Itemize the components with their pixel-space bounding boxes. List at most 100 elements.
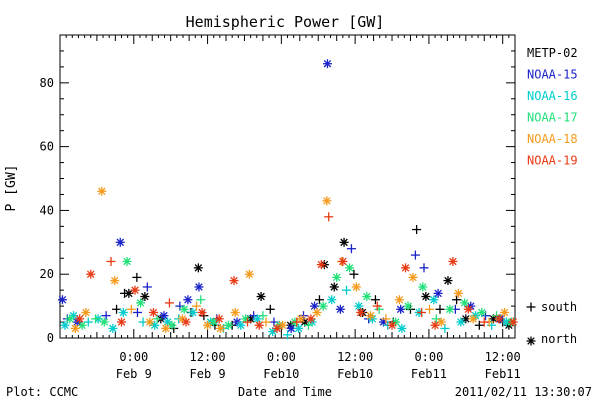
x-tick-date-label: Feb10 bbox=[263, 367, 299, 381]
data-point bbox=[366, 311, 376, 321]
x-tick-time-label: 12:00 bbox=[485, 350, 521, 364]
data-point bbox=[244, 269, 254, 279]
data-point bbox=[474, 320, 484, 330]
footer-timestamp: 2011/02/11 13:30:07 bbox=[455, 385, 592, 399]
data-point bbox=[452, 295, 462, 305]
data-point bbox=[436, 317, 446, 327]
data-point bbox=[401, 263, 411, 273]
x-tick-time-label: 0:00 bbox=[119, 350, 148, 364]
data-point bbox=[294, 323, 304, 333]
data-point bbox=[272, 323, 282, 333]
data-point bbox=[303, 320, 313, 330]
data-point bbox=[500, 307, 510, 317]
data-point bbox=[101, 311, 111, 321]
data-point bbox=[463, 304, 473, 314]
legend-item: NOAA-16 bbox=[527, 89, 578, 103]
data-point bbox=[145, 317, 155, 327]
data-point bbox=[408, 272, 418, 282]
data-point bbox=[443, 276, 453, 286]
data-point bbox=[261, 317, 271, 327]
series-noaa-19 bbox=[75, 212, 518, 333]
legend: METP-02 NOAA-15 NOAA-16 NOAA-17 NOAA-18 NOAA-… bbox=[527, 46, 578, 168]
x-tick-time-label: 0:00 bbox=[267, 350, 296, 364]
data-point bbox=[461, 314, 471, 324]
data-point bbox=[421, 292, 431, 302]
data-point bbox=[286, 323, 296, 333]
data-point bbox=[75, 314, 85, 324]
y-axis-label: P [GW] bbox=[4, 165, 19, 212]
data-point bbox=[97, 186, 107, 196]
x-axis: 0:00 Feb 9 12:00 Feb 9 0:00 Feb10 12:00 Feb10 0:… bbox=[59, 35, 521, 381]
y-tick-label: 80 bbox=[40, 76, 54, 90]
data-point bbox=[372, 301, 382, 311]
data-point bbox=[215, 323, 225, 333]
chart-title: Hemispheric Power [GW] bbox=[186, 13, 385, 31]
data-point bbox=[148, 307, 158, 317]
data-point bbox=[419, 263, 429, 273]
footer-credit: Plot: CCMC bbox=[6, 385, 78, 399]
data-point bbox=[108, 323, 118, 333]
data-point bbox=[412, 225, 422, 235]
data-point bbox=[448, 256, 458, 266]
data-point bbox=[159, 311, 169, 321]
data-point bbox=[431, 314, 441, 324]
x-axis-label: Date and Time bbox=[238, 385, 332, 399]
data-point bbox=[265, 304, 275, 314]
data-point bbox=[106, 256, 116, 266]
data-point bbox=[335, 304, 345, 314]
x-tick-time-label: 12:00 bbox=[190, 350, 226, 364]
data-point bbox=[381, 314, 391, 324]
data-point bbox=[477, 307, 487, 317]
data-point bbox=[435, 304, 445, 314]
data-point bbox=[356, 307, 366, 317]
data-point bbox=[430, 320, 440, 330]
data-point bbox=[203, 320, 213, 330]
data-point bbox=[292, 317, 302, 327]
data-point bbox=[115, 237, 125, 247]
data-point bbox=[342, 285, 352, 295]
data-point bbox=[322, 196, 332, 206]
data-point bbox=[116, 317, 126, 327]
data-point bbox=[456, 317, 466, 327]
data-point bbox=[152, 314, 162, 324]
data-point bbox=[254, 320, 264, 330]
data-point bbox=[132, 307, 142, 317]
data-point bbox=[122, 256, 132, 266]
data-point bbox=[327, 295, 337, 305]
data-point bbox=[354, 301, 364, 311]
data-point bbox=[99, 317, 109, 327]
data-point bbox=[124, 288, 134, 298]
legend-item: NOAA-19 bbox=[527, 154, 578, 168]
data-point bbox=[508, 317, 518, 327]
data-point bbox=[460, 298, 470, 308]
data-point bbox=[324, 212, 334, 222]
y-tick-label: 40 bbox=[40, 203, 54, 217]
data-point bbox=[339, 237, 349, 247]
data-point bbox=[345, 263, 355, 273]
data-point bbox=[236, 320, 246, 330]
data-point bbox=[193, 263, 203, 273]
data-points bbox=[57, 59, 518, 340]
marker-legend-item: north bbox=[526, 332, 577, 346]
data-point bbox=[338, 256, 348, 266]
x-tick-time-label: 12:00 bbox=[337, 350, 373, 364]
series-noaa-17 bbox=[65, 256, 516, 330]
data-point bbox=[110, 276, 120, 286]
data-point bbox=[410, 250, 420, 260]
data-point bbox=[362, 292, 372, 302]
data-point bbox=[60, 320, 70, 330]
data-point bbox=[118, 307, 128, 317]
data-point bbox=[243, 317, 253, 327]
data-point bbox=[258, 311, 268, 321]
data-point bbox=[396, 304, 406, 314]
data-point bbox=[197, 307, 207, 317]
data-point bbox=[136, 298, 146, 308]
data-point bbox=[142, 282, 152, 292]
data-point bbox=[316, 260, 326, 270]
data-point bbox=[445, 304, 455, 314]
data-point bbox=[387, 320, 397, 330]
series-noaa-18 bbox=[70, 186, 510, 333]
data-point bbox=[429, 295, 439, 305]
data-point bbox=[394, 295, 404, 305]
